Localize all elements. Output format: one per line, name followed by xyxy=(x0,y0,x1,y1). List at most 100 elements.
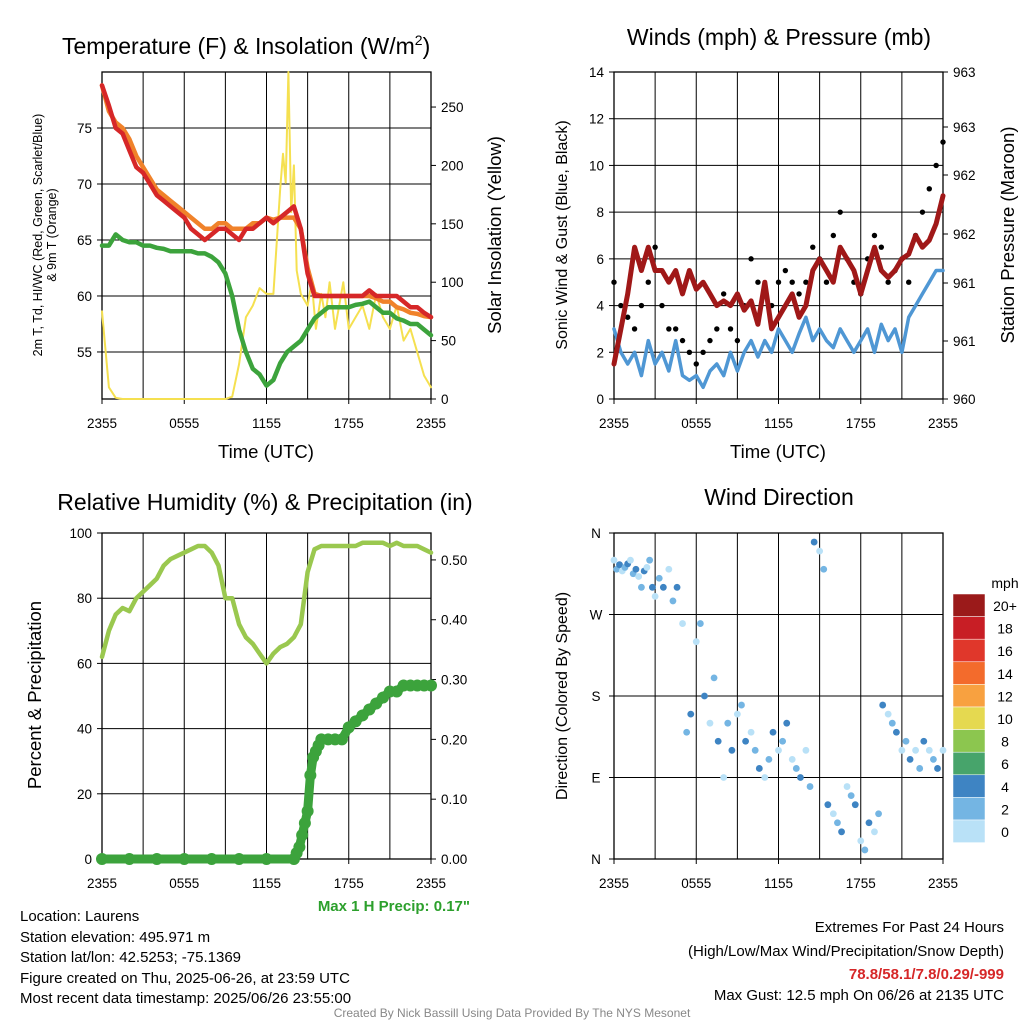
wind-direction-point xyxy=(838,828,845,836)
precip-line xyxy=(97,681,436,864)
wdir-title: Wind Direction xyxy=(704,484,854,510)
rh-y2-tick-label: 0.20 xyxy=(441,732,467,747)
gust-point xyxy=(782,267,789,274)
gust-point xyxy=(720,291,727,297)
legend-swatch xyxy=(952,774,986,798)
gust-point xyxy=(933,162,939,169)
gust-point xyxy=(940,139,946,145)
winds-x-tick-label: 1755 xyxy=(846,416,876,431)
wind-direction-point xyxy=(616,561,623,569)
winds-y-tick-label: 4 xyxy=(596,299,604,314)
winds-y-tick-label: 0 xyxy=(596,392,604,407)
temp-ylabel-1: 2m T, Td, HI/WC (Red, Green, Scarlet/Blu… xyxy=(31,114,45,357)
temp-2m-line xyxy=(99,83,434,320)
winds-y2-tick-label: 963 xyxy=(953,120,976,135)
wdir-x-tick-label: 0555 xyxy=(681,876,711,891)
gust-point xyxy=(727,326,734,332)
gust-point xyxy=(906,279,912,285)
wind-direction-point xyxy=(775,746,782,754)
wind-direction-point xyxy=(673,583,681,591)
elevation-text: Station elevation: 495.971 m xyxy=(20,928,211,946)
temp-y-tick-label: 75 xyxy=(77,121,92,136)
wind-direction-point xyxy=(755,765,763,772)
credit-text: Created By Nick Bassill Using Data Provi… xyxy=(333,1006,691,1020)
extremes-subtitle: (High/Low/Max Wind/Precipitation/Snow De… xyxy=(688,942,1004,960)
gust-point xyxy=(830,232,837,239)
gust-point xyxy=(693,361,699,367)
temp-y2-tick-label: 250 xyxy=(441,100,464,115)
winds-y-tick-label: 2 xyxy=(596,345,604,360)
wind-direction-point xyxy=(635,573,643,580)
legend-title: mph xyxy=(991,575,1018,591)
wind-direction-point xyxy=(679,620,686,627)
temp-y2-tick-label: 100 xyxy=(441,275,464,290)
wind-direction-point xyxy=(912,746,919,754)
wind-direction-point xyxy=(788,755,796,763)
wdir-y-tick-label: N xyxy=(591,526,601,541)
gust-point xyxy=(625,314,631,320)
winds-y2-tick-label: 961 xyxy=(953,334,976,349)
winds-x-tick-label: 0555 xyxy=(681,416,711,431)
wind-direction-point xyxy=(714,737,722,745)
temp-title: Temperature (F) & Insolation (W/m2) xyxy=(62,32,430,59)
wdir-x-tick-label: 1755 xyxy=(846,876,876,891)
temp-frame xyxy=(101,71,432,400)
legend-label: 14 xyxy=(997,666,1013,682)
winds-y2-tick-label: 963 xyxy=(953,65,976,80)
wind-direction-point xyxy=(892,728,900,736)
gust-point xyxy=(714,326,720,332)
legend-label: 20+ xyxy=(993,598,1017,614)
temp-y2-tick-label: 50 xyxy=(441,334,456,349)
rh-y-tick-label: 0 xyxy=(84,852,92,867)
sonic-wind-line xyxy=(612,268,945,390)
wind-direction-point xyxy=(701,692,708,700)
gust-point xyxy=(878,244,885,250)
temp-ylabel-2: & 9m T (Orange) xyxy=(45,188,59,281)
winds-title: Winds (mph) & Pressure (mb) xyxy=(627,24,931,50)
gust-point xyxy=(823,279,830,285)
rh-x-tick-label: 0555 xyxy=(169,876,199,891)
gust-point xyxy=(659,302,665,309)
gust-point xyxy=(631,326,638,332)
wind-direction-point xyxy=(847,792,855,800)
wind-direction-point xyxy=(648,583,656,591)
wind-direction-point xyxy=(683,728,691,736)
wind-direction-point xyxy=(806,783,814,790)
wind-direction-point xyxy=(643,564,651,571)
rh-y2-tick-label: 0.10 xyxy=(441,792,467,807)
legend-swatch xyxy=(952,797,986,821)
legend-swatch xyxy=(952,819,986,843)
legend-swatch xyxy=(952,593,986,617)
gust-point xyxy=(789,279,795,285)
gust-point xyxy=(837,209,843,215)
location-text: Location: Laurens xyxy=(20,908,140,925)
wind-direction-point xyxy=(706,719,714,727)
wind-direction-point xyxy=(884,710,892,718)
legend-label: 16 xyxy=(997,643,1013,659)
legend-swatch xyxy=(952,706,986,730)
temp-y-tick-label: 65 xyxy=(77,233,92,248)
temp-ylabel-right: Solar Insolation (Yellow) xyxy=(484,136,505,334)
wind-direction-point xyxy=(865,819,873,827)
wdir-ylabel: Direction (Colored By Speed) xyxy=(554,592,571,800)
created-text: Figure created on Thu, 2025-06-26, at 23… xyxy=(20,969,350,987)
wind-direction-point xyxy=(920,737,928,745)
gust-point xyxy=(672,326,679,332)
legend-swatch xyxy=(952,661,986,685)
gust-point xyxy=(871,232,878,239)
wdir-y-tick-label: N xyxy=(591,852,601,867)
temp-y2-tick-label: 200 xyxy=(441,158,464,173)
temp-x-tick-label: 2355 xyxy=(87,416,117,431)
winds-y-tick-label: 6 xyxy=(596,252,604,267)
rh-y2-tick-label: 0.50 xyxy=(441,553,467,568)
legend-label: 4 xyxy=(1001,779,1009,795)
gust-point xyxy=(611,279,617,285)
rh-x-tick-label: 1155 xyxy=(252,876,281,891)
wdir-x-tick-label: 1155 xyxy=(764,876,793,891)
winds-x-tick-label: 2355 xyxy=(599,416,629,431)
gust-point xyxy=(919,209,926,215)
wind-direction-point xyxy=(651,592,659,600)
plot-area: 2355 0555 1155 1755 235555606570750501001502… xyxy=(69,65,1016,891)
wind-direction-point xyxy=(720,774,728,781)
wind-direction-point xyxy=(802,746,810,754)
